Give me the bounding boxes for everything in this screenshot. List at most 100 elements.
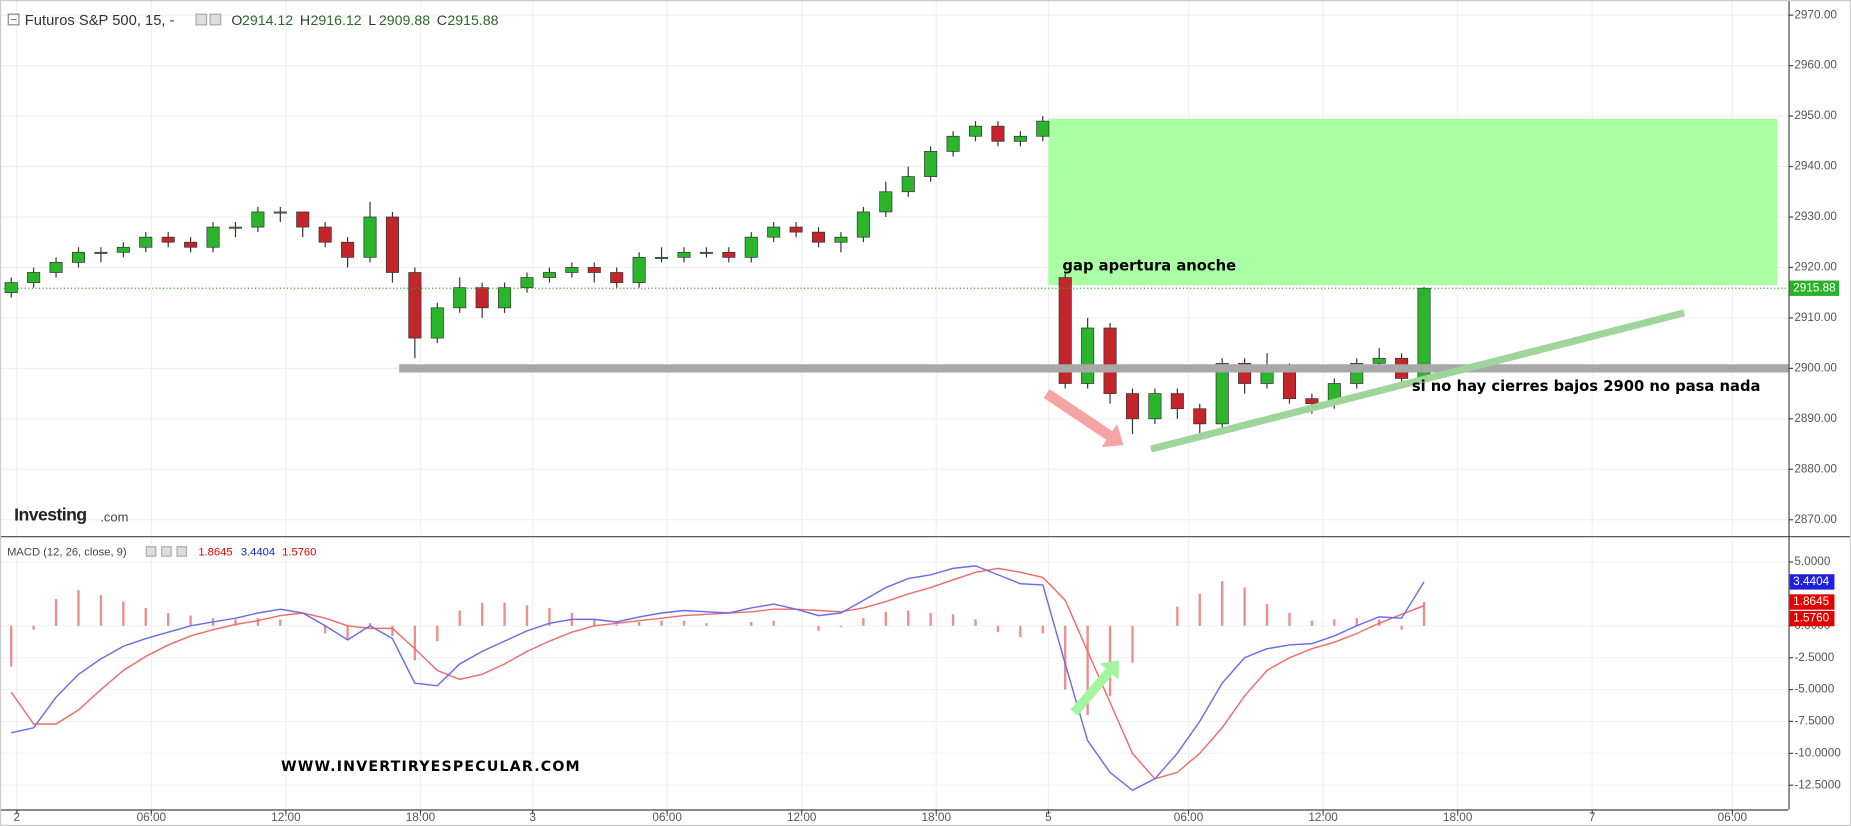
arrow-head	[1099, 660, 1120, 680]
candle-body	[834, 236, 848, 243]
histogram-bar	[1176, 606, 1179, 626]
y-tick-label: 2940.00	[1794, 159, 1837, 173]
candle-body	[968, 125, 983, 137]
site-watermark: WWW.INVERTIRYESPECULAR.COM	[281, 759, 581, 775]
histogram-bar	[660, 620, 663, 626]
histogram-bar	[99, 595, 103, 626]
candle-body	[1372, 357, 1386, 364]
candle-body	[1081, 327, 1095, 384]
last-price-label: 2915.88	[1793, 280, 1836, 294]
macd-tag-label: 1.5760	[1793, 611, 1829, 625]
visibility-icon[interactable]	[145, 546, 157, 557]
last-price-tag	[1789, 280, 1840, 296]
candle-body	[385, 216, 399, 273]
y-tick-label: 2930.00	[1794, 209, 1837, 223]
histogram-bar	[391, 625, 394, 636]
candle-body	[1282, 368, 1296, 399]
ohlc-key: C	[437, 13, 447, 29]
macd-line	[11, 565, 1425, 792]
y-tick-label: 5.0000	[1794, 554, 1830, 568]
candle-body	[71, 251, 86, 263]
candle-body	[789, 226, 803, 233]
x-tick-label: 06:00	[137, 810, 167, 824]
histogram-bar	[884, 611, 887, 626]
x-tick-label: 06:00	[1718, 810, 1748, 824]
arrow	[1070, 668, 1113, 716]
arrow	[1043, 389, 1113, 441]
histogram-bar	[436, 625, 439, 642]
x-tick-label: 3	[529, 810, 536, 824]
candle-body	[296, 211, 310, 228]
x-tick-label: 18:00	[922, 810, 952, 824]
y-tick-label: -5.0000	[1794, 682, 1834, 696]
candle-body	[161, 236, 175, 243]
collapse-icon[interactable]	[7, 13, 20, 26]
macd-tag-label: 3.4404	[1793, 574, 1829, 588]
y-tick-label: -2.5000	[1794, 650, 1834, 664]
histogram-bar	[705, 623, 708, 626]
histogram-bar	[167, 613, 170, 626]
candle-body	[206, 226, 220, 248]
candle-body	[49, 262, 63, 273]
x-tick-label: 06:00	[1174, 810, 1204, 824]
candle-body	[946, 135, 960, 152]
histogram-bar	[1422, 602, 1426, 626]
x-tick-label: 12:00	[271, 810, 301, 824]
histogram-bar	[189, 615, 192, 626]
drawing-layer	[399, 309, 1789, 716]
histogram-bar	[817, 625, 820, 631]
zone-layer	[1048, 118, 1778, 286]
candle-body	[1305, 398, 1319, 405]
histogram-bar	[1086, 625, 1089, 716]
x-tick-label: 12:00	[787, 810, 817, 824]
annotation: gap apertura anoche	[1062, 257, 1236, 274]
candle-body	[632, 256, 646, 283]
y-tick-label: 2880.00	[1794, 461, 1837, 475]
y-tick-label: 2970.00	[1794, 7, 1837, 21]
ohlc-value: 2914.12	[242, 13, 293, 29]
candle-body	[542, 272, 556, 278]
candle-body	[677, 251, 691, 258]
close-icon[interactable]	[176, 546, 188, 557]
ohlc-key: O	[231, 13, 242, 29]
candle-body	[475, 287, 489, 309]
histogram-bar	[77, 590, 80, 626]
candle-body	[901, 176, 915, 193]
ohlc-value: 2915.88	[447, 13, 498, 29]
candle-body	[27, 272, 41, 283]
arrow-head	[1101, 424, 1124, 448]
histogram-bar	[1131, 625, 1134, 663]
candle-body	[744, 236, 758, 258]
histogram-bar	[1400, 625, 1403, 630]
x-tick-label: 5	[1045, 810, 1052, 824]
x-tick-label: 12:00	[1308, 810, 1338, 824]
histogram-bar	[458, 610, 461, 626]
candle-body	[318, 226, 332, 243]
candle-body	[251, 211, 265, 228]
visibility-icon[interactable]	[195, 13, 208, 26]
settings-icon[interactable]	[209, 13, 222, 26]
candle-body	[4, 282, 18, 294]
chart-title: Futuros S&P 500, 15, -	[25, 13, 175, 29]
histogram-bar	[1221, 581, 1224, 626]
histogram-bar	[929, 613, 932, 626]
histogram-bar	[346, 625, 349, 640]
ohlc-key: H	[300, 13, 310, 29]
x-tick-label: 18:00	[406, 810, 436, 824]
y-tick-label: 2910.00	[1794, 310, 1837, 324]
watermark: Investing	[14, 505, 86, 525]
candle-body	[228, 226, 242, 229]
highlight-zone	[1048, 118, 1778, 286]
histogram-bar	[54, 599, 58, 626]
candle-body	[565, 267, 579, 273]
histogram-bar	[122, 601, 125, 626]
ohlc-value: 2916.12	[310, 13, 361, 29]
candle-body	[722, 251, 736, 258]
candle-body	[587, 267, 601, 273]
y-tick-label: 2870.00	[1794, 512, 1837, 526]
settings-icon[interactable]	[161, 546, 172, 557]
y-tick-label: 2920.00	[1794, 260, 1837, 274]
macd-value: 1.5760	[282, 547, 316, 559]
macd-value: 3.4404	[241, 547, 275, 559]
